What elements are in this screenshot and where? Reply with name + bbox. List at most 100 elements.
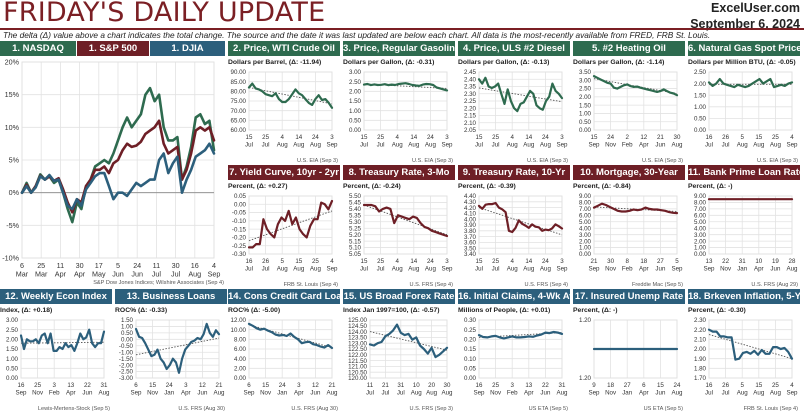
chart-1-market-indices: 6Mar25Mar11Apr30Apr17May5Jun24Jun11Jul30… (2, 58, 220, 279)
x-tick-label: 11 (57, 261, 64, 270)
x-tick-label: 15 (262, 382, 269, 389)
x-tick-label: Jun (82, 389, 93, 396)
x-tick-label: 24 (542, 134, 549, 141)
chart-16-source: US ETA (Sep 5) (528, 406, 568, 412)
series-line-4-price-uls-2-diesel (477, 76, 564, 113)
x-tick-label: Nov (605, 141, 617, 148)
series-line-8-treasury-rate-3-mo (362, 203, 449, 238)
y-tick-label: 2.15 (464, 113, 477, 120)
y-tick-label: 0.50 (579, 119, 592, 126)
chart-18-unit: Percent, (Δ: -0.30) (688, 307, 746, 314)
y-tick-label: 1.90 (694, 356, 707, 363)
x-tick-label: 5 (675, 258, 679, 265)
series-line-14-cons-credit-card-loans (247, 322, 334, 350)
y-tick-label: 0.50 (121, 330, 134, 337)
site-name[interactable]: ExcelUser.com (711, 1, 800, 15)
y-tick-label: 5.30 (349, 219, 362, 226)
chart-3-plot: 15Jul25Jul4Aug14Aug24Aug3Sep3.002.502.00… (349, 69, 453, 148)
y-tick-label: 0.00 (121, 337, 134, 344)
chart-15-unit: Index Jan 1997=100, (Δ: -0.57) (343, 307, 440, 314)
series-line-12-weekly-econ-index (19, 328, 106, 353)
chart-9-plot: 15Jul25Jul4Aug14Aug24Aug3Sep4.404.304.20… (464, 193, 568, 272)
x-tick-label: Aug (277, 265, 289, 272)
y-tick-label: 2.00 (694, 346, 707, 353)
x-tick-label: Jul (475, 141, 483, 148)
x-tick-label: Apr (74, 269, 86, 278)
x-tick-label: Jul (397, 389, 405, 396)
x-tick-label: Sep (588, 141, 600, 148)
y-tick-label: 2.00 (234, 366, 247, 373)
series-line-djia (20, 142, 216, 211)
x-tick-label: 3 (52, 382, 56, 389)
y-tick-label: 4.00 (464, 216, 477, 223)
y-tick-label: 123.50 (348, 335, 367, 342)
y-tick-label: 2.25 (464, 98, 477, 105)
x-tick-label: Mar (35, 269, 48, 278)
x-tick-label: 30 (172, 261, 180, 270)
chart-4-unit: Dollars per Gallon, (Δ: -0.13) (458, 59, 550, 66)
chart-7-plot: 16Jul26Jul5Aug15Aug25Aug4Sep0.050.00-0.0… (232, 193, 338, 272)
chart-3-source: U.S. EIA (Sep 3) (411, 158, 453, 164)
y-tick-label: 121.00 (348, 364, 367, 371)
chart-2-unit: Dollars per Barrel, (Δ: -11.94) (228, 59, 322, 66)
x-tick-label: 24 (674, 382, 681, 389)
trend-line (363, 83, 448, 89)
x-tick-label: 21 (329, 382, 336, 389)
x-tick-label: 3 (560, 134, 564, 141)
x-tick-label: 25 (34, 382, 41, 389)
x-tick-label: Sep (243, 389, 255, 396)
x-tick-label: 15 (476, 258, 483, 265)
x-tick-label: 25 (312, 258, 319, 265)
x-tick-label: Aug (770, 389, 782, 396)
y-tick-label: 3.00 (579, 77, 592, 84)
x-tick-label: 15 (755, 382, 762, 389)
x-tick-label: 13 (67, 382, 74, 389)
x-tick-label: 24 (312, 134, 319, 141)
x-tick-label: 4 (280, 134, 284, 141)
x-tick-label: Aug (213, 389, 225, 396)
x-tick-label: 25 (377, 258, 384, 265)
y-tick-label: 0% (9, 188, 20, 197)
x-tick-label: 24 (133, 261, 141, 270)
x-tick-label: Aug (753, 141, 765, 148)
x-tick-label: 3 (510, 382, 514, 389)
x-tick-label: 15 (246, 134, 253, 141)
x-tick-label: Jul (171, 269, 181, 278)
x-tick-label: 5 (280, 258, 284, 265)
y-tick-label: 3.40 (464, 251, 477, 258)
x-tick-label: Jun (655, 389, 666, 396)
x-tick-label: Aug (310, 265, 322, 272)
y-tick-label: -0.20 (232, 235, 247, 242)
plot-area (363, 195, 448, 255)
x-tick-label: Aug (523, 265, 535, 272)
y-tick-label: 2.00 (349, 89, 362, 96)
x-tick-label: 18 (607, 382, 614, 389)
x-tick-label: Sep (588, 389, 600, 396)
x-tick-label: Aug (277, 141, 289, 148)
chart-8-header: 8. Treasury Rate, 3-Mo (343, 165, 455, 180)
intro-note: The delta (Δ) value above a chart indica… (3, 30, 711, 40)
x-tick-label: Sep (326, 141, 338, 148)
y-tick-label: 0.00 (464, 375, 477, 382)
y-tick-label: -5% (6, 221, 19, 230)
y-tick-label: 2.00 (6, 337, 19, 344)
x-tick-label: 5 (740, 382, 744, 389)
y-tick-label: 0.00 (694, 127, 707, 134)
chart-2-header: 2. Price, WTI Crude Oil (228, 41, 340, 56)
chart-10-header: 10. Mortgage, 30-Year (573, 165, 685, 180)
x-tick-label: Sep (15, 389, 27, 396)
x-tick-label: Aug (426, 389, 438, 396)
trend-line (369, 331, 448, 351)
chart-17-source: US ETA (Sep 5) (643, 406, 683, 412)
x-tick-label: Aug (540, 141, 552, 148)
x-tick-label: Jul (245, 265, 253, 272)
y-tick-label: -3.00 (119, 375, 134, 382)
chart-5-source: U.S. EIA (Sep 3) (641, 158, 683, 164)
y-tick-label: 1.20 (579, 317, 592, 324)
y-tick-label: 2.50 (579, 86, 592, 93)
y-tick-label: 1.00 (694, 245, 707, 252)
y-tick-label: 2.00 (694, 238, 707, 245)
chart-17-unit: Percent, (Δ: -) (573, 307, 618, 314)
